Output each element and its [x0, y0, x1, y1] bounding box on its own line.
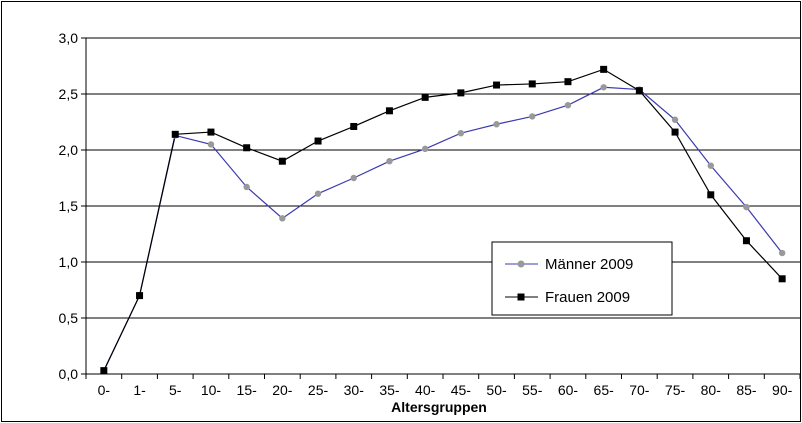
data-point: [350, 174, 357, 182]
y-tick-label: 1,0: [59, 254, 79, 270]
x-tick-label: 30-: [344, 382, 365, 398]
data-point: [279, 215, 286, 222]
data-point: [529, 113, 536, 120]
data-point: [671, 128, 679, 136]
x-tick-label: 85-: [736, 382, 757, 398]
legend-label-maenner: Männer 2009: [545, 256, 633, 273]
data-point: [564, 102, 572, 109]
data-point: [100, 367, 108, 375]
data-point: [243, 183, 250, 191]
data-point: [600, 65, 608, 73]
data-point: [314, 137, 322, 145]
data-point: [171, 130, 179, 138]
y-tick-label: 3,0: [59, 30, 79, 46]
x-axis-title: Altersgruppen: [391, 399, 487, 415]
data-point: [707, 191, 715, 199]
y-tick-label: 2,5: [59, 86, 79, 102]
legend-box: [491, 241, 673, 316]
data-point: [742, 237, 750, 245]
x-tick-label: 35-: [379, 382, 400, 398]
data-point: [707, 162, 714, 169]
data-point: [528, 80, 536, 88]
x-tick-label: 25-: [308, 382, 329, 398]
data-point: [207, 128, 215, 136]
legend-marker-maenner: [517, 260, 525, 268]
data-point: [278, 157, 286, 165]
data-point: [564, 78, 572, 86]
series-group: [100, 65, 786, 375]
x-tick-label: 20-: [272, 382, 293, 398]
data-point: [385, 107, 393, 115]
data-point: [207, 141, 215, 148]
data-point: [778, 275, 786, 283]
x-tick-label: 50-: [486, 382, 507, 398]
legend-item-frauen: Frauen 2009: [505, 289, 630, 306]
data-point: [421, 145, 429, 153]
x-tick-label: 60-: [558, 382, 579, 398]
y-tick-label: 0,0: [59, 366, 79, 382]
x-tick-label: 55-: [522, 382, 543, 398]
x-tick-label: 10-: [201, 382, 222, 398]
x-tick-label: 80-: [701, 382, 722, 398]
y-tick-label: 1,5: [59, 198, 79, 214]
data-point: [457, 130, 465, 137]
data-point: [457, 89, 465, 97]
legend: Männer 2009 Frauen 2009: [491, 241, 673, 316]
legend-label-frauen: Frauen 2009: [545, 289, 630, 306]
x-tick-label: 70-: [629, 382, 650, 398]
data-point: [243, 144, 251, 152]
data-point: [635, 87, 643, 95]
x-tick-label: 15-: [237, 382, 258, 398]
data-point: [314, 190, 322, 197]
data-point: [493, 81, 501, 89]
data-point: [743, 203, 750, 211]
y-tick-label: 0,5: [59, 310, 79, 326]
x-tick-label: 40-: [415, 382, 436, 398]
x-tick-label: 1-: [133, 382, 146, 398]
data-point: [671, 116, 679, 123]
data-point: [386, 158, 393, 165]
data-point: [493, 121, 500, 128]
data-point: [136, 292, 144, 300]
x-tick-label: 5-: [169, 382, 182, 398]
x-tick-label: 75-: [665, 382, 686, 398]
x-tick-label: 65-: [594, 382, 615, 398]
series-line-1: [103, 68, 783, 371]
data-point: [350, 122, 358, 130]
data-point: [778, 249, 786, 257]
y-tick-label: 2,0: [59, 142, 79, 158]
x-tick-label: 0-: [98, 382, 111, 398]
legend-marker-frauen: [517, 293, 525, 301]
x-tick-label: 45-: [451, 382, 472, 398]
data-point: [421, 93, 429, 101]
gridlines: [86, 37, 800, 319]
axes: 0,0 0,5 1,0 1,5 2,0 2,5 3,0 0- 1- 5- 10- 15- 20- 25- 3…: [59, 30, 801, 398]
series-line-0: [103, 86, 783, 371]
x-tick-label: 90-: [772, 382, 793, 398]
legend-item-maenner: Männer 2009: [505, 256, 633, 273]
data-point: [600, 84, 607, 91]
